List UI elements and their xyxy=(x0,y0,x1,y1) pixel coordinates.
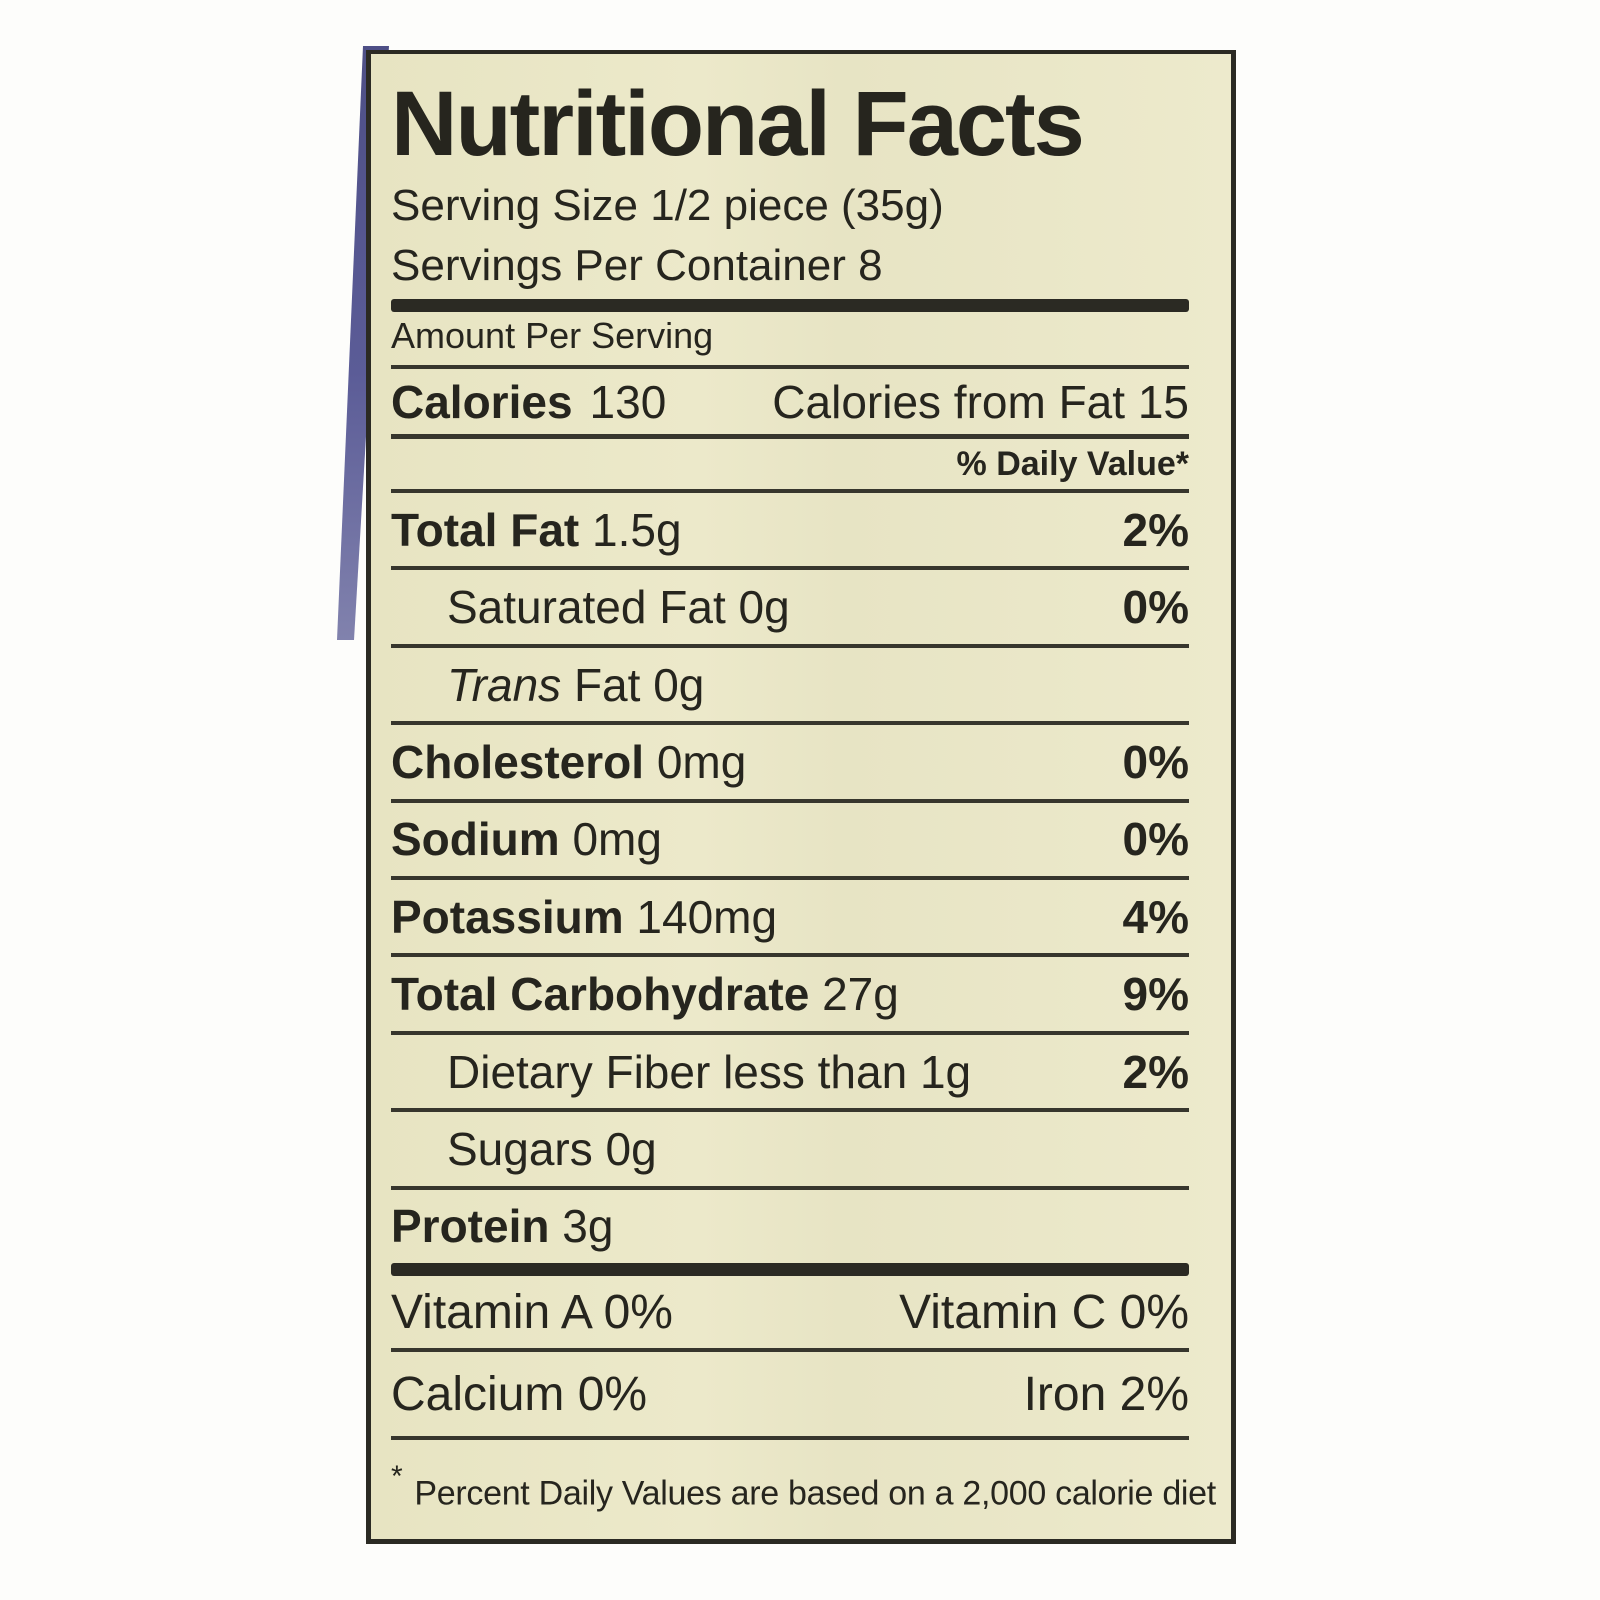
nutrient-row-saturated-fat: Saturated Fat 0g 0% xyxy=(391,570,1189,648)
nutrient-dv: 0% xyxy=(1122,581,1189,634)
nutrient-name: Trans Fat 0g xyxy=(447,658,705,711)
footnote-text: Percent Daily Values are based on a 2,00… xyxy=(414,1474,1216,1513)
calories-from-fat: Calories from Fat 15 xyxy=(772,375,1189,428)
nutrient-name: Total Fat 1.5g xyxy=(391,503,682,556)
amount-per-serving-row: Amount Per Serving xyxy=(391,312,1189,369)
nutrient-name: Total Carbohydrate 27g xyxy=(391,968,899,1021)
nutrient-rows: Total Fat 1.5g 2% Saturated Fat 0g 0% Tr… xyxy=(391,493,1189,1263)
nutrient-name: Sodium 0mg xyxy=(391,813,662,866)
vitamin-row-2: Calcium 0% Iron 2% xyxy=(391,1352,1189,1440)
thick-divider-bottom xyxy=(391,1263,1189,1276)
nutrient-dv: 0% xyxy=(1122,735,1189,788)
calories-value: Calories 130 xyxy=(391,375,666,429)
daily-value-header: % Daily Value* xyxy=(391,439,1189,493)
serving-size: Serving Size 1/2 piece (35g) xyxy=(391,180,944,230)
nutrient-row-total-fat: Total Fat 1.5g 2% xyxy=(391,493,1189,571)
footnote: * Percent Daily Values are based on a 2,0… xyxy=(391,1440,1216,1539)
nutrient-name: Potassium 140mg xyxy=(391,890,778,943)
nutrition-label: Nutritional Facts Serving Size 1/2 piece… xyxy=(366,50,1236,1544)
label-header: Nutritional Facts Serving Size 1/2 piece… xyxy=(391,54,1189,299)
nutrient-row-protein: Protein 3g xyxy=(391,1190,1189,1263)
vitamin-a: Vitamin A 0% xyxy=(391,1285,673,1339)
nutrient-name: Dietary Fiber less than 1g xyxy=(447,1045,972,1098)
calories-number: 130 xyxy=(589,375,667,428)
calories-row: Calories 130 Calories from Fat 15 xyxy=(391,369,1189,439)
nutrient-row-potassium: Potassium 140mg 4% xyxy=(391,880,1189,958)
nutrient-name: Cholesterol 0mg xyxy=(391,735,747,788)
vitamin-row-1: Vitamin A 0% Vitamin C 0% xyxy=(391,1276,1189,1352)
vitamin-c: Vitamin C 0% xyxy=(899,1285,1189,1339)
nutrient-row-trans-fat: Trans Fat 0g xyxy=(391,648,1189,726)
nutrient-name: Saturated Fat 0g xyxy=(447,581,790,634)
label-title: Nutritional Facts xyxy=(391,73,1085,175)
nutrient-name: Sugars 0g xyxy=(447,1122,657,1175)
nutrient-row-cholesterol: Cholesterol 0mg 0% xyxy=(391,725,1189,803)
nutrient-name: Protein 3g xyxy=(391,1200,614,1253)
nutrient-row-total-carbohydrate: Total Carbohydrate 27g 9% xyxy=(391,957,1189,1035)
nutrient-row-dietary-fiber: Dietary Fiber less than 1g 2% xyxy=(391,1035,1189,1113)
thick-divider-top xyxy=(391,299,1189,312)
nutrient-dv: 2% xyxy=(1122,503,1189,556)
nutrient-dv: 0% xyxy=(1122,813,1189,866)
calcium: Calcium 0% xyxy=(391,1367,648,1421)
calories-label: Calories xyxy=(391,375,573,428)
daily-value-header-text: % Daily Value* xyxy=(956,444,1189,483)
footnote-asterisk: * Percent Daily Values are based on a 2,0… xyxy=(391,1459,1216,1513)
servings-per-container: Servings Per Container 8 xyxy=(391,240,883,290)
nutrient-row-sugars: Sugars 0g xyxy=(391,1112,1189,1190)
amount-per-serving-text: Amount Per Serving xyxy=(391,315,714,356)
nutrient-dv: 4% xyxy=(1122,890,1189,943)
iron: Iron 2% xyxy=(1023,1367,1189,1421)
nutrient-dv: 2% xyxy=(1122,1045,1189,1098)
nutrient-row-sodium: Sodium 0mg 0% xyxy=(391,803,1189,881)
nutrient-dv: 9% xyxy=(1122,968,1189,1021)
